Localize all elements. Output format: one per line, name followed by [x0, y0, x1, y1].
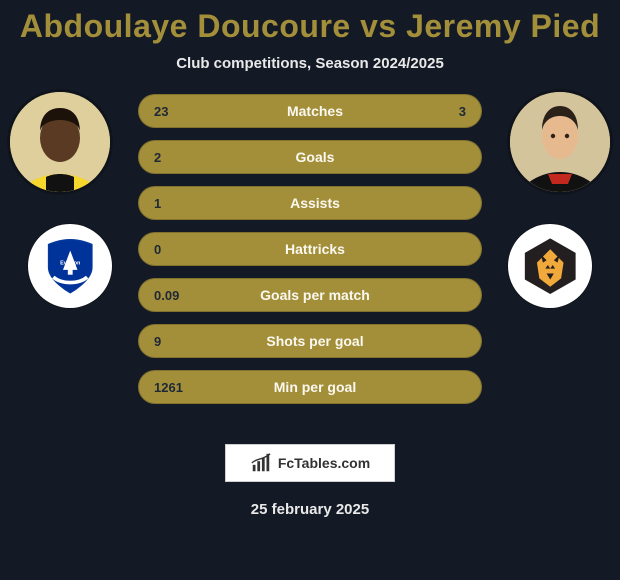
player2-avatar [510, 92, 610, 192]
stat-rows: 23 Matches 3 2 Goals 1 Assists 0 Hattric… [138, 94, 482, 416]
player1-avatar-svg [10, 92, 110, 192]
stat-row-hattricks: 0 Hattricks [138, 232, 482, 266]
comparison-card: Abdoulaye Doucoure vs Jeremy Pied Club c… [0, 0, 620, 580]
stat-row-matches: 23 Matches 3 [138, 94, 482, 128]
stat-right-value: 3 [438, 104, 482, 119]
player1-name: Abdoulaye Doucoure [20, 8, 351, 44]
player1-avatar [10, 92, 110, 192]
stat-row-mpg: 1261 Min per goal [138, 370, 482, 404]
stat-left-value: 1 [138, 196, 192, 211]
stat-row-spg: 9 Shots per goal [138, 324, 482, 358]
stat-left-value: 0 [138, 242, 192, 257]
stat-left-value: 23 [138, 104, 192, 119]
stat-row-gpm: 0.09 Goals per match [138, 278, 482, 312]
brand-badge[interactable]: FcTables.com [225, 444, 395, 482]
player2-name: Jeremy Pied [406, 8, 600, 44]
vs-label: vs [360, 8, 397, 44]
stat-label: Matches [192, 103, 438, 119]
wolves-crest-icon [520, 236, 580, 296]
stat-left-value: 9 [138, 334, 192, 349]
bar-chart-icon [250, 452, 272, 474]
stat-label: Min per goal [192, 379, 438, 395]
svg-text:Everton: Everton [60, 260, 80, 266]
player2-avatar-svg [510, 92, 610, 192]
stat-label: Hattricks [192, 241, 438, 257]
stat-left-value: 0.09 [138, 288, 192, 303]
subtitle: Club competitions, Season 2024/2025 [0, 55, 620, 72]
page-title: Abdoulaye Doucoure vs Jeremy Pied [0, 8, 620, 45]
everton-crest-icon: Everton [40, 236, 100, 296]
stat-label: Goals per match [192, 287, 438, 303]
date-label: 25 february 2025 [0, 501, 620, 518]
stat-row-assists: 1 Assists [138, 186, 482, 220]
stat-left-value: 2 [138, 150, 192, 165]
stat-label: Goals [192, 149, 438, 165]
stat-label: Shots per goal [192, 333, 438, 349]
stat-label: Assists [192, 195, 438, 211]
stat-left-value: 1261 [138, 380, 192, 395]
stats-stage: Everton 23 Matches 3 2 [0, 94, 620, 414]
stat-row-goals: 2 Goals [138, 140, 482, 174]
brand-text: FcTables.com [278, 455, 370, 471]
player1-club-crest: Everton [28, 224, 112, 308]
player2-club-crest [508, 224, 592, 308]
